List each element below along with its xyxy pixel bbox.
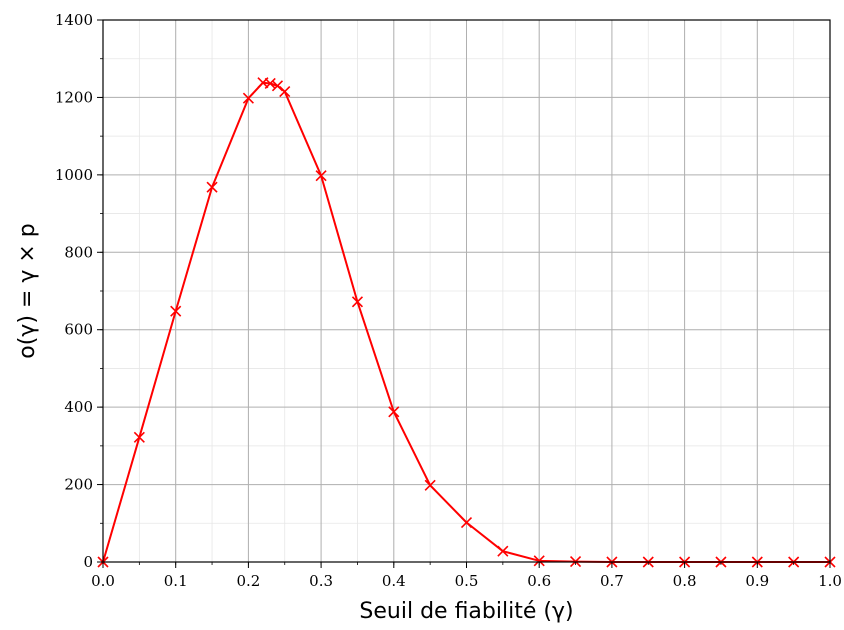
y-axis-title: o(γ) = γ × p — [15, 223, 40, 358]
x-tick-label: 0.2 — [236, 572, 260, 590]
x-tick-label: 0.0 — [91, 572, 115, 590]
y-tick-label: 1000 — [55, 166, 93, 184]
data-point-marker — [133, 431, 145, 443]
x-tick-label: 0.5 — [455, 572, 479, 590]
data-point-marker — [351, 296, 364, 308]
data-point-marker — [315, 170, 327, 182]
data-point-marker — [264, 77, 276, 90]
data-point-marker — [497, 545, 509, 557]
data-point-marker — [271, 80, 284, 92]
data-point-marker — [388, 406, 400, 418]
data-point-marker — [206, 181, 218, 193]
axis-ticks — [97, 19, 831, 568]
x-tick-label: 0.1 — [164, 572, 188, 590]
y-tick-label: 400 — [64, 398, 93, 416]
y-tick-label: 0 — [83, 553, 93, 571]
x-tick-label: 1.0 — [818, 572, 842, 590]
y-tick-label: 200 — [64, 476, 93, 494]
y-tick-label: 1400 — [55, 11, 93, 29]
data-point-marker — [533, 555, 545, 567]
data-point-marker — [170, 305, 182, 317]
y-tick-label: 600 — [64, 321, 93, 339]
tick-labels: 0.0 0.1 0.2 0.3 0.4 0.5 0.6 0.7 0.8 0.9 1.0 0 200 400… — [55, 11, 842, 590]
data-point-marker — [242, 92, 254, 104]
x-tick-label: 0.7 — [600, 572, 624, 590]
x-tick-label: 0.4 — [382, 572, 406, 590]
x-tick-label: 0.6 — [527, 572, 551, 590]
x-tick-label: 0.3 — [309, 572, 333, 590]
x-axis-title: Seuil de fiabilité (γ) — [359, 599, 573, 624]
x-tick-label: 0.8 — [673, 572, 697, 590]
x-tick-label: 0.9 — [745, 572, 769, 590]
y-tick-label: 1200 — [55, 88, 93, 106]
data-point-marker — [424, 479, 436, 491]
data-point-marker — [279, 86, 291, 98]
y-tick-label: 800 — [64, 243, 93, 261]
data-point-marker — [460, 516, 473, 529]
